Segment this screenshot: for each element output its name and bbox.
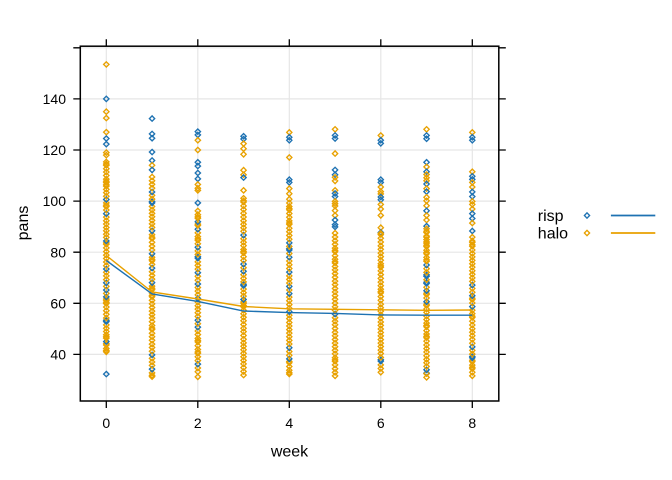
svg-text:pans: pans — [15, 206, 32, 241]
svg-text:4: 4 — [285, 415, 293, 431]
svg-text:8: 8 — [468, 415, 476, 431]
svg-text:120: 120 — [43, 142, 67, 158]
svg-text:risp: risp — [538, 208, 564, 225]
svg-text:80: 80 — [50, 244, 66, 260]
svg-text:60: 60 — [50, 295, 66, 311]
svg-text:0: 0 — [102, 415, 110, 431]
svg-text:140: 140 — [43, 91, 67, 107]
svg-text:week: week — [270, 444, 309, 461]
svg-text:40: 40 — [50, 347, 66, 363]
svg-text:halo: halo — [538, 226, 568, 243]
svg-text:100: 100 — [43, 193, 67, 209]
svg-text:2: 2 — [194, 415, 202, 431]
svg-text:6: 6 — [377, 415, 385, 431]
